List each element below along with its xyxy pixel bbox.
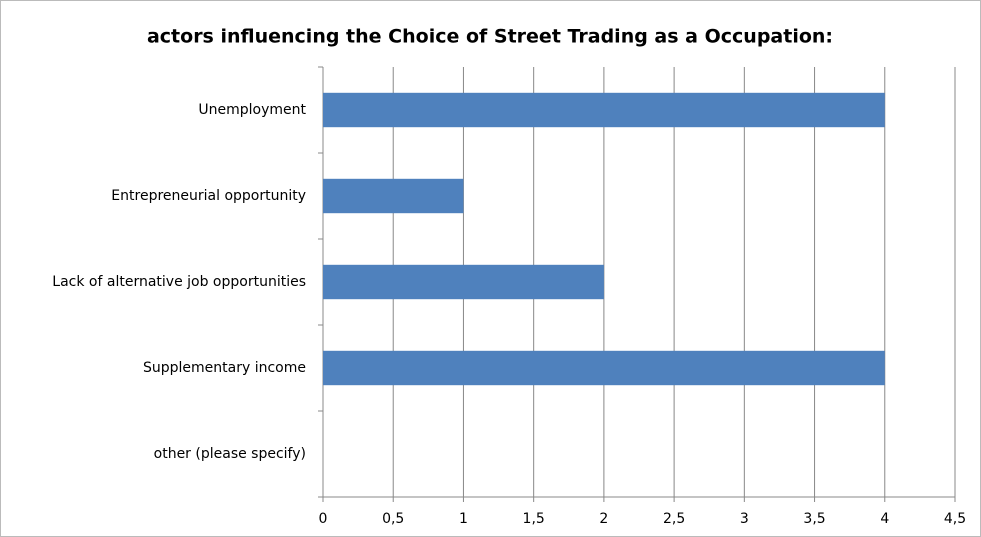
x-tick-label: 2,5 [663,511,685,527]
y-tick-label: Entrepreneurial opportunity [111,188,306,204]
x-tick-label: 3 [740,511,749,527]
x-tick-label: 4 [880,511,889,527]
bar [323,264,604,300]
x-tick-label: 1 [459,511,468,527]
x-tick-label: 1,5 [523,511,545,527]
bar [323,350,885,386]
x-tick-label: 3,5 [803,511,825,527]
x-tick-label: 2 [599,511,608,527]
x-tick-label: 0 [319,511,328,527]
y-tick-label: Supplementary income [143,360,306,376]
bar [323,178,464,214]
y-tick-label: other (please specify) [154,446,306,462]
chart-title: actors influencing the Choice of Street … [147,26,833,48]
x-tick-label: 0,5 [382,511,404,527]
bar [323,92,885,128]
x-tick-label: 4,5 [944,511,966,527]
y-tick-label: Lack of alternative job opportunities [52,274,306,290]
y-tick-label: Unemployment [198,102,306,118]
